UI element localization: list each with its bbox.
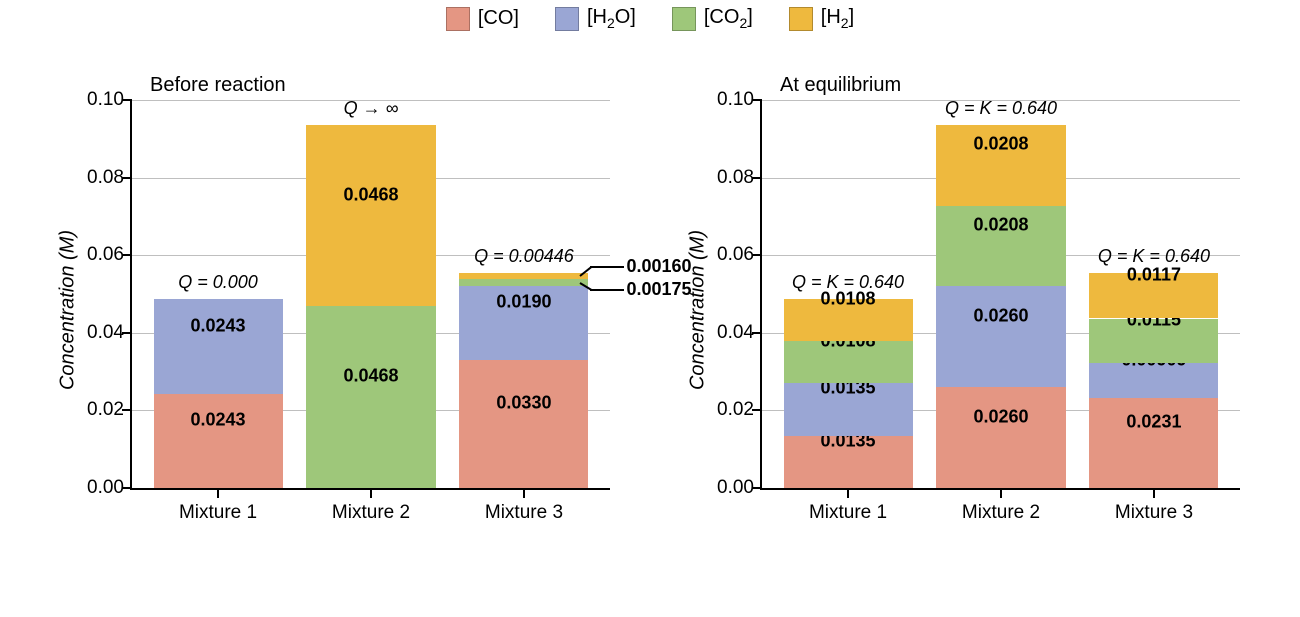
x-tick-label: Mixture 3 <box>1115 502 1193 524</box>
legend-label: [H2] <box>821 6 854 31</box>
segment-CO2 <box>459 279 588 286</box>
x-tick <box>847 488 849 498</box>
x-tick-label: Mixture 1 <box>809 502 887 524</box>
segment-CO <box>936 387 1065 488</box>
y-tick-label: 0.04 <box>70 322 124 344</box>
segment-CO <box>459 360 588 488</box>
value-label: 0.0468 <box>306 366 435 387</box>
value-label: 0.0208 <box>936 214 1065 235</box>
x-tick <box>217 488 219 498</box>
panel-before: Before reaction Concentration (M) 0.000.… <box>60 70 620 550</box>
bar-top-label: Q = K = 0.640 <box>945 98 1057 119</box>
legend-item-H2O: [H2O] <box>555 6 636 31</box>
segment-H2O <box>936 286 1065 387</box>
x-tick-label: Mixture 2 <box>332 502 410 524</box>
legend-item-H2: [H2] <box>789 6 854 31</box>
y-tick-label: 0.06 <box>700 244 754 266</box>
panel-title: Before reaction <box>150 74 286 97</box>
segment-H2 <box>306 125 435 307</box>
bar-top-label: Q = K = 0.640 <box>792 272 904 293</box>
x-tick-label: Mixture 3 <box>485 502 563 524</box>
callout-line <box>590 266 624 268</box>
x-tick <box>1000 488 1002 498</box>
y-tick-label: 0.02 <box>70 399 124 421</box>
segment-H2 <box>459 273 588 279</box>
panel-equilibrium: At equilibrium Concentration (M) 0.000.0… <box>690 70 1250 550</box>
value-label: 0.00175 <box>626 279 691 300</box>
y-tick-label: 0.04 <box>700 322 754 344</box>
x-tick <box>523 488 525 498</box>
legend-swatch <box>555 7 579 31</box>
segment-CO <box>154 394 283 488</box>
value-label: 0.0243 <box>154 315 283 336</box>
bar-top-label: Q = K = 0.640 <box>1098 246 1210 267</box>
value-label: 0.0243 <box>154 409 283 430</box>
y-tick-label: 0.08 <box>70 167 124 189</box>
y-tick-label: 0.10 <box>70 89 124 111</box>
value-label: 0.0468 <box>306 184 435 205</box>
value-label: 0.0117 <box>1089 264 1218 285</box>
bar-top-label: Q = 0.000 <box>178 272 258 293</box>
legend: [CO] [H2O] [CO2] [H2] <box>0 6 1300 31</box>
bar-top-label: Q = 0.00446 <box>474 246 574 267</box>
legend-label: [H2O] <box>587 6 636 31</box>
y-tick-label: 0.06 <box>70 244 124 266</box>
y-tick-label: 0.00 <box>70 477 124 499</box>
legend-item-CO2: [CO2] <box>672 6 753 31</box>
value-label: 0.0208 <box>936 134 1065 155</box>
y-tick-label: 0.00 <box>700 477 754 499</box>
legend-swatch <box>672 7 696 31</box>
x-tick-label: Mixture 2 <box>962 502 1040 524</box>
x-tick <box>1153 488 1155 498</box>
callout-line <box>590 289 624 291</box>
value-label: 0.0260 <box>936 406 1065 427</box>
legend-swatch <box>789 7 813 31</box>
segment-H2O <box>154 299 283 393</box>
legend-label: [CO] <box>478 7 519 30</box>
y-tick-label: 0.08 <box>700 167 754 189</box>
value-label: 0.0231 <box>1089 412 1218 433</box>
plot-area-left: 0.000.020.040.060.080.10Mixture 10.02430… <box>130 100 610 490</box>
legend-label: [CO2] <box>704 6 753 31</box>
value-label: 0.0190 <box>459 292 588 313</box>
legend-item-CO: [CO] <box>446 6 519 31</box>
panel-title: At equilibrium <box>780 74 901 97</box>
y-tick-label: 0.02 <box>700 399 754 421</box>
figure: [CO] [H2O] [CO2] [H2] Before reaction Conce… <box>0 0 1300 617</box>
segment-CO2 <box>306 306 435 488</box>
x-tick <box>370 488 372 498</box>
value-label: 0.0330 <box>459 392 588 413</box>
bar-top-label: Q → ∞ <box>344 98 399 119</box>
plot-area-right: 0.000.020.040.060.080.10Mixture 10.01350… <box>760 100 1240 490</box>
value-label: 0.0260 <box>936 305 1065 326</box>
y-tick-label: 0.10 <box>700 89 754 111</box>
x-tick-label: Mixture 1 <box>179 502 257 524</box>
legend-swatch <box>446 7 470 31</box>
value-label: 0.00160 <box>626 256 691 277</box>
